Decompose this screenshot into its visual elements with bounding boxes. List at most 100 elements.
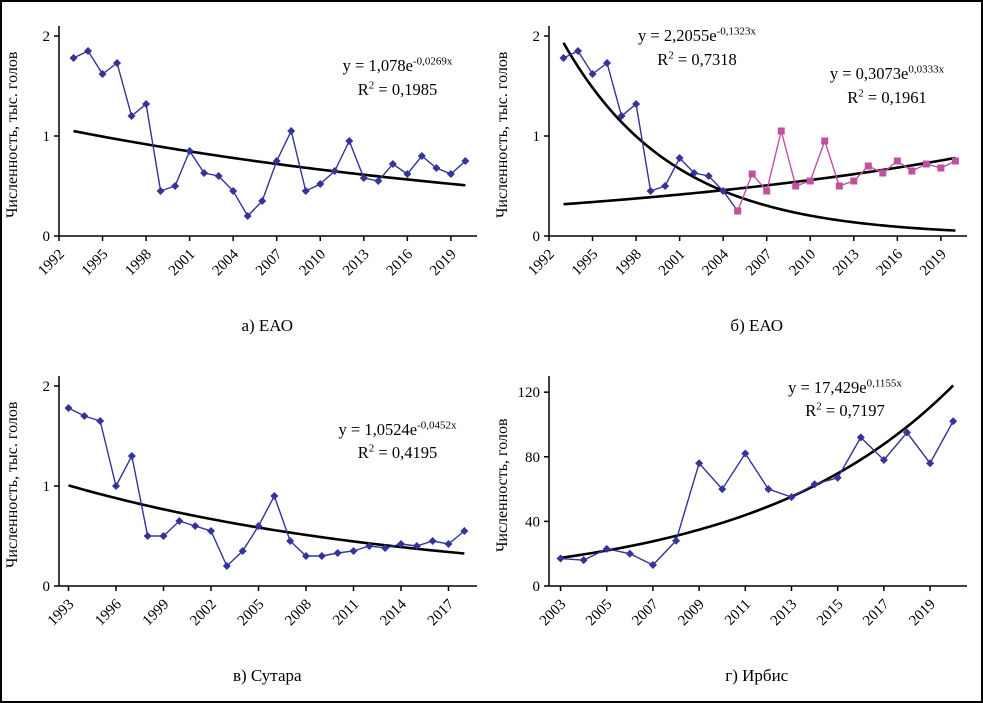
data-point-diamond <box>460 526 469 535</box>
data-point-diamond <box>588 70 597 78</box>
data-point-diamond <box>207 526 215 535</box>
r-squared-line: R2 = 0,7318 <box>600 48 795 72</box>
x-tick-label: 1992 <box>35 247 68 280</box>
equation-text: y = 1,0524e <box>338 419 418 439</box>
x-tick-label: 1998 <box>122 247 155 280</box>
data-point-diamond <box>286 536 295 545</box>
x-tick-label: 2004 <box>209 246 242 279</box>
equation-exponent: 0,0333x <box>908 63 945 76</box>
data-point-diamond <box>417 152 426 160</box>
data-point-diamond <box>403 170 412 178</box>
trend-equation: y = 1,0524e-0,0452x R2 = 0,4195 <box>300 418 495 466</box>
trend-line <box>561 42 955 232</box>
y-tick-label: 0 <box>43 579 51 595</box>
data-point-diamond <box>397 539 405 548</box>
x-tick-label: 1992 <box>525 247 558 280</box>
data-point-diamond <box>96 416 105 425</box>
data-point-diamond <box>345 137 354 145</box>
data-point-diamond <box>349 546 358 555</box>
x-tick-label: 1996 <box>92 596 125 629</box>
data-point-diamond <box>381 543 390 552</box>
data-point-square <box>835 182 843 190</box>
data-point-diamond <box>64 403 73 412</box>
x-tick-label: 1995 <box>568 247 601 280</box>
data-point-diamond <box>718 187 727 195</box>
chart-a-plot-area: 0 1 2 1992 1995 1998 2001 2004 2007 2010 2013 2016 2… <box>35 26 477 280</box>
data-point-diamond <box>432 164 441 172</box>
r-squared-line: R2 = 0,7197 <box>738 399 953 423</box>
y-axis-label: Численность, голов <box>493 417 511 552</box>
x-tick-label: 2005 <box>235 596 268 629</box>
data-point-diamond <box>786 492 795 501</box>
data-point-diamond <box>631 100 640 108</box>
r-squared-value: = 0,1985 <box>374 79 438 99</box>
chart-v-sutara: Численность, тыс. голов 0 1 2 1993 1996 1999 2… <box>2 352 492 702</box>
data-point-diamond <box>675 154 684 162</box>
data-point-diamond <box>330 167 339 175</box>
x-tick-label: 2003 <box>536 596 569 629</box>
data-point-square <box>820 137 828 145</box>
data-point-diamond <box>925 458 934 467</box>
chart-caption: г) Ирбис <box>725 665 789 685</box>
trend-line <box>68 483 465 555</box>
equation-text: y = 17,429e <box>788 377 867 397</box>
y-tick-label: 0 <box>43 229 51 245</box>
data-point-square <box>806 177 814 185</box>
x-tick-label: 2007 <box>629 596 662 629</box>
data-point-diamond <box>113 59 122 67</box>
data-point-diamond <box>573 47 582 55</box>
equation-exponent: -0,1323x <box>716 25 756 38</box>
data-point-square <box>922 160 930 168</box>
data-point-diamond <box>171 182 180 190</box>
x-tick-label: 2010 <box>786 247 819 280</box>
y-tick-label: 1 <box>43 129 51 145</box>
r-squared-text: R <box>657 49 669 69</box>
data-point-diamond <box>559 54 568 62</box>
data-point-diamond <box>704 172 713 180</box>
data-point-diamond <box>602 59 611 67</box>
data-point-diamond <box>317 551 326 560</box>
data-point-square <box>777 127 785 135</box>
equation-text: y = 0,3073e <box>829 64 909 83</box>
data-series-line <box>736 130 956 212</box>
data-point-square <box>936 164 944 172</box>
data-point-diamond <box>388 160 397 168</box>
x-tick-label: 2013 <box>340 247 373 280</box>
r-squared-value: = 0,4195 <box>374 443 438 463</box>
data-point-diamond <box>461 157 470 165</box>
x-tick-label: 2008 <box>282 596 315 629</box>
equation-line: y = 1,0524e-0,0452x <box>300 418 495 442</box>
data-point-diamond <box>902 428 911 437</box>
data-point-square <box>791 182 799 190</box>
data-point-diamond <box>127 451 136 460</box>
data-point-diamond <box>142 100 151 108</box>
data-point-diamond <box>810 479 819 488</box>
y-tick-label: 40 <box>525 514 540 530</box>
equation-text: y = 2,2055e <box>638 26 717 45</box>
x-tick-label: 2002 <box>187 596 220 629</box>
data-point-diamond <box>272 157 281 165</box>
x-tick-label: 2013 <box>830 247 863 280</box>
data-point-square <box>864 162 872 170</box>
y-tick-label: 2 <box>532 29 540 45</box>
x-tick-label: 1995 <box>79 247 112 280</box>
data-point-diamond <box>444 539 453 548</box>
x-tick-label: 2001 <box>655 247 688 280</box>
data-point-diamond <box>80 411 89 420</box>
data-point-square <box>951 157 959 165</box>
x-tick-label: 2019 <box>917 247 950 280</box>
y-tick-label: 2 <box>43 379 51 395</box>
x-tick-label: 2017 <box>860 596 893 629</box>
r-squared-sup: 2 <box>368 79 375 92</box>
data-point-diamond <box>763 484 772 493</box>
y-tick-label: 1 <box>532 129 540 145</box>
data-point-diamond <box>159 531 168 540</box>
y-axis-label: Численность, тыс. голов <box>4 51 21 219</box>
data-point-diamond <box>98 70 107 78</box>
r-squared-value: = 0,1961 <box>863 87 927 107</box>
y-axis-label: Численность, тыс. голов <box>4 401 21 568</box>
chart-v-plot-area: 0 1 2 1993 1996 1999 2002 2005 2008 2011 2014 2017 <box>43 375 477 629</box>
y-axis-label: Численность, тыс. голов <box>493 51 511 219</box>
chart-a-eao: Численность, тыс. голов 0 1 2 1992 1995 1998 2… <box>2 2 492 352</box>
x-tick-label: 1993 <box>45 596 78 629</box>
